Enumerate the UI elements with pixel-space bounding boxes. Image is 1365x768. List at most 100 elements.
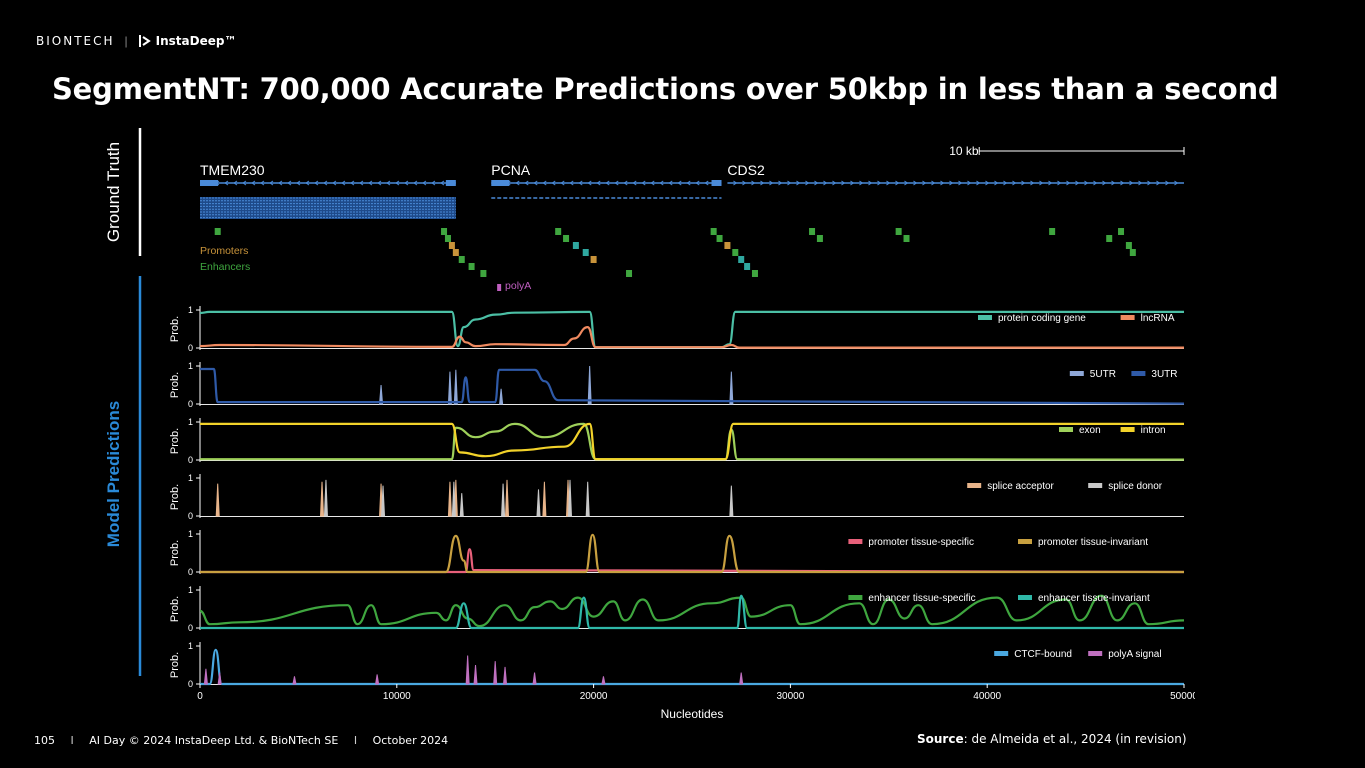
gene-strand-arrow [760,180,765,186]
gene-strand-arrow [422,180,427,186]
instadeep-logo: InstaDeep™ [138,34,237,48]
series-line [200,533,1184,574]
y-axis-label: Prob. [169,428,181,454]
series-spike [499,388,504,405]
instadeep-mark-icon [138,35,151,47]
y-axis-label: Prob. [169,484,181,510]
y-tick-label: 0 [188,623,193,633]
gene-strand-arrow [841,180,846,186]
gene-strand-arrow [233,180,238,186]
legend-swatch [967,483,982,488]
x-tick-label: 10000 [383,691,411,702]
gene-strand-arrow [886,180,891,186]
gene-strand-arrow [1156,180,1161,186]
gene-strand-arrow [668,180,673,186]
series-line [200,367,1185,405]
gene-strand-arrow [913,180,918,186]
gene-strand-arrow [1111,180,1116,186]
gene-strand-arrow [832,180,837,186]
gene-strand-arrow [650,180,655,186]
legend-label: 5UTR [1090,369,1116,380]
legend-swatch [978,315,992,320]
gene-strand-arrow [859,180,864,186]
ground-truth-enhancer-mark [1125,242,1132,249]
gene-strand-arrow [985,180,990,186]
transcript-isoforms [200,197,456,219]
gene-strand-arrow [1057,180,1062,186]
series-spike [215,483,220,517]
gene-strand-arrow [949,180,954,186]
ground-truth-enhancer-mark [903,235,910,242]
gene-strand-arrow [922,180,927,186]
ground-truth-enhancer-mark [716,235,723,242]
gene-exon [445,180,456,186]
series-spike [493,661,498,685]
gene-strand-arrow [805,180,810,186]
legend-swatch [1120,427,1135,432]
gene-strand-arrow [296,180,301,186]
gene-strand-arrow [587,180,592,186]
gene-strand-arrow [778,180,783,186]
series-spike [601,676,606,685]
gene-strand-arrow [1165,180,1170,186]
legend-label: polyA signal [1108,649,1161,660]
gene-strand-arrow [958,180,963,186]
series-spike [459,493,464,517]
ground-truth-promoter-mark [724,242,731,249]
legend-label: exon [1079,425,1101,436]
ground-truth-enhancer-mark [816,235,823,242]
gene-strand-arrow [787,180,792,186]
y-tick-label: 0 [188,399,193,409]
y-tick-label: 1 [188,305,193,315]
ground-truth-tss-mark [738,256,745,263]
gene-strand-arrow [359,180,364,186]
series-spike [542,481,547,517]
x-axis-label: Nucleotides [661,707,724,721]
series-spike [536,489,541,517]
series-spike [447,371,452,405]
gene-strand-arrow [533,180,538,186]
legend-label: protein coding gene [998,313,1086,324]
ground-truth-enhancer-mark [563,235,570,242]
gene-strand-arrow [260,180,265,186]
gene-strand-arrow [1012,180,1017,186]
series-spike [587,365,592,405]
gene-strand-arrow [877,180,882,186]
gene-strand-arrow [940,180,945,186]
instadeep-wordmark: InstaDeep™ [155,34,237,48]
series-spike [729,371,734,405]
y-axis-label: Prob. [169,540,181,566]
gene-strand-arrow [269,180,274,186]
figure: Ground Truth Model Predictions 10 kb TMEM23… [95,120,1198,730]
ground-truth-promoter-mark [448,242,455,249]
gene-strand-arrow [242,180,247,186]
ground-truth-enhancer-mark [468,263,475,270]
series-spike [319,481,325,517]
y-tick-label: 0 [188,343,193,353]
gene-strand-arrow [224,180,229,186]
footer-event: AI Day © 2024 InstaDeep Ltd. & BioNTech … [89,734,339,747]
promoters-label: Promoters [200,245,248,257]
legend-label: lncRNA [1141,313,1175,324]
y-tick-label: 0 [188,679,193,689]
series-line [199,422,1185,461]
gene-exon [491,180,510,186]
series-spike [465,655,470,685]
ground-truth-enhancer-mark [710,228,717,235]
gene-strand-arrow [994,180,999,186]
series-line [200,422,1184,461]
ground-truth-label: Ground Truth [104,142,123,242]
x-tick-label: 40000 [973,691,1001,702]
ground-truth-tss-mark [582,249,589,256]
ground-truth-enhancer-mark [1106,235,1113,242]
series-spike [203,668,208,685]
footer: 105 I AI Day © 2024 InstaDeep Ltd. & Bio… [34,734,448,747]
y-tick-label: 1 [188,473,193,483]
gene-strand-arrow [413,180,418,186]
legend-swatch [1059,427,1073,432]
gene-strand-arrow [431,180,436,186]
gene-strand-arrow [931,180,936,186]
series-spike [447,481,452,517]
ground-truth-enhancer-mark [441,228,448,235]
gene-strand-arrow [377,180,382,186]
